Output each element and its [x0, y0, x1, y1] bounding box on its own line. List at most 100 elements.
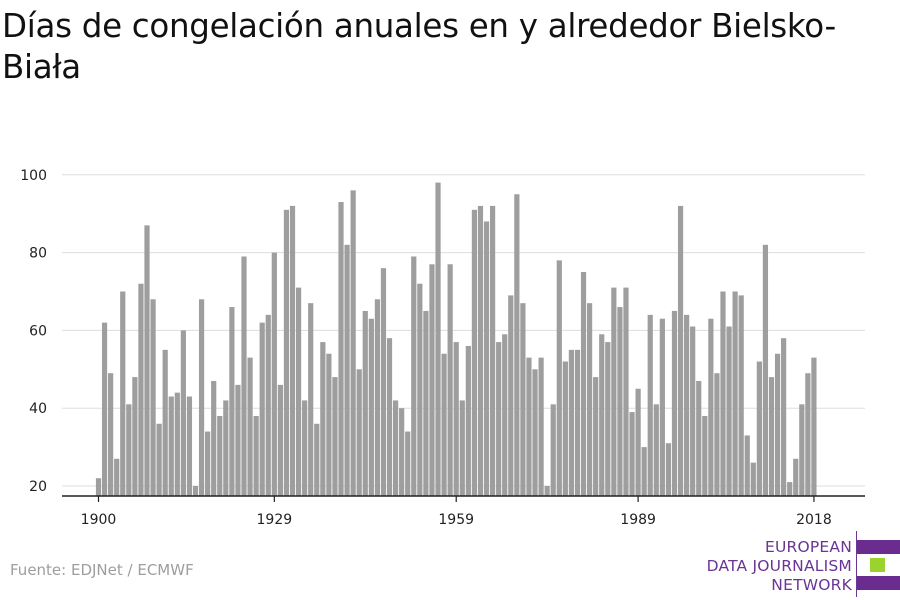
bar-1992	[653, 404, 659, 496]
bar-2005	[732, 291, 738, 496]
bar-1987	[623, 287, 629, 496]
bar-1978	[568, 349, 575, 496]
bar-1973	[538, 357, 544, 496]
bar-1937	[320, 342, 326, 496]
bar-1956	[435, 182, 441, 496]
bar-1922	[229, 307, 235, 496]
logo-bar-green	[870, 558, 885, 572]
bar-1938	[326, 353, 332, 496]
bar-2007	[744, 435, 750, 496]
bar-1981	[587, 303, 593, 496]
bar-1935	[308, 303, 314, 496]
bar-1954	[423, 310, 429, 496]
logo-text-line-3: NETWORK	[771, 576, 852, 594]
bar-1934	[302, 400, 308, 496]
bar-1940	[338, 202, 344, 496]
bar-1964	[483, 221, 490, 497]
bar-1939	[332, 377, 338, 496]
bar-1919	[211, 380, 217, 496]
bar-1923	[235, 384, 241, 496]
bar-1957	[441, 353, 447, 496]
bar-1929	[271, 252, 277, 496]
bar-1993	[659, 318, 665, 496]
logo-text-line-2: DATA JOURNALISM	[706, 557, 852, 575]
bar-2006	[738, 295, 744, 496]
bar-1951	[405, 431, 411, 496]
bar-1983	[599, 334, 605, 496]
bar-1903	[114, 458, 120, 496]
bar-1985	[611, 287, 617, 496]
bar-2014	[787, 482, 793, 496]
bar-1995	[671, 310, 678, 496]
bar-1975	[550, 404, 556, 496]
bar-1931	[283, 209, 290, 496]
bar-1946	[374, 299, 380, 496]
bar-1970	[520, 303, 526, 496]
bar-1969	[514, 194, 520, 496]
bar-2003	[720, 291, 726, 496]
bar-1900	[95, 478, 102, 496]
bar-1960	[459, 400, 465, 496]
bar-1918	[205, 431, 211, 496]
bar-1928	[265, 314, 271, 496]
bar-1947	[380, 268, 387, 496]
bar-1988	[629, 412, 635, 496]
bar-1972	[532, 369, 538, 496]
bar-1958	[447, 264, 453, 496]
bar-1907	[138, 283, 144, 496]
bar-1952	[411, 256, 417, 496]
bar-1967	[502, 334, 508, 496]
y-axis-labels: 20 40 60 80 100	[20, 168, 47, 495]
bar-1968	[508, 295, 514, 496]
y-tick-label: 60	[29, 323, 47, 339]
bar-1961	[465, 345, 471, 496]
x-tick-label: 2018	[796, 512, 832, 528]
bar-1982	[593, 377, 599, 496]
bar-1908	[144, 225, 150, 496]
x-tick-label: 1929	[257, 512, 293, 528]
bar-1979	[574, 349, 581, 496]
bar-1996	[677, 205, 684, 497]
bar-1906	[132, 377, 138, 496]
bars	[95, 182, 817, 497]
logo-text-line-1: EUROPEAN	[764, 538, 852, 556]
bar-1902	[108, 373, 114, 496]
y-tick-label: 80	[29, 246, 47, 262]
bar-1997	[684, 314, 690, 496]
bar-1920	[217, 415, 223, 496]
bar-1910	[156, 423, 162, 496]
bar-2008	[750, 462, 756, 496]
bar-1955	[429, 264, 435, 496]
bar-1942	[350, 190, 356, 497]
bar-1927	[259, 322, 265, 496]
bar-1948	[386, 338, 393, 496]
logo-divider	[856, 531, 857, 597]
bar-2002	[714, 373, 720, 496]
bar-1901	[101, 322, 108, 496]
bar-2012	[774, 353, 781, 496]
bar-1976	[556, 260, 562, 496]
bar-1941	[344, 244, 350, 496]
logo-bar-purple-top	[857, 540, 900, 554]
bar-1945	[368, 318, 374, 496]
y-tick-label: 100	[20, 168, 47, 184]
bar-1909	[150, 299, 156, 496]
bar-1926	[253, 415, 259, 496]
bar-1912	[168, 396, 174, 496]
bar-1944	[362, 310, 368, 496]
logo-bar-purple-bottom	[857, 576, 900, 590]
bar-1925	[247, 357, 253, 496]
bar-1971	[526, 357, 532, 496]
x-tick-label: 1959	[438, 512, 474, 528]
edjnet-logo[interactable]: EUROPEAN DATA JOURNALISM NETWORK	[700, 531, 900, 597]
bar-1924	[241, 256, 247, 496]
x-tick-label: 1989	[620, 512, 656, 528]
bar-1965	[489, 205, 496, 497]
bar-2015	[793, 458, 799, 496]
bar-1917	[198, 299, 205, 496]
bar-1933	[295, 287, 302, 496]
bar-2016	[799, 404, 805, 496]
bar-2000	[702, 415, 708, 496]
bar-2009	[756, 361, 762, 496]
